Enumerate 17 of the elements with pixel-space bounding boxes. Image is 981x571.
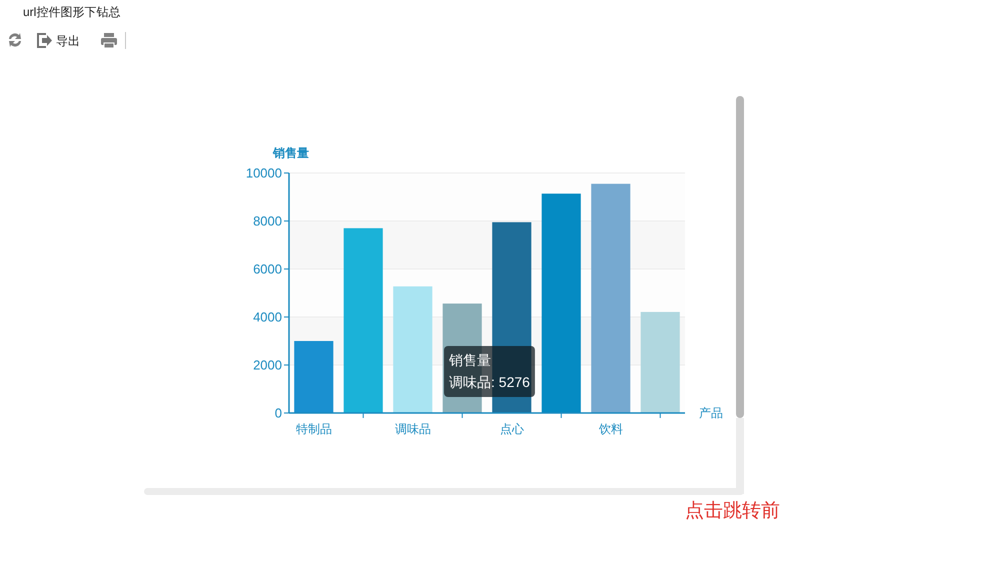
y-tick-label: 10000 — [246, 166, 282, 180]
annotation: 点击跳转前 — [685, 500, 780, 522]
x-tick-label: 特制品 — [296, 422, 332, 436]
y-tick-label: 8000 — [253, 214, 282, 228]
x-tick-label: 饮料 — [598, 422, 623, 436]
annotation: 销售量 — [449, 352, 491, 368]
x-tick-label: 点心 — [500, 422, 524, 436]
y-tick-label: 2000 — [253, 358, 282, 372]
x-tick-label: 调味品 — [394, 422, 431, 436]
y-tick-label: 0 — [274, 406, 282, 420]
xlabel: 产品 — [699, 406, 723, 420]
ylabel: 销售量 — [273, 146, 309, 160]
title: url控件图形下钻总 — [23, 5, 120, 19]
annotation: 导出 — [56, 34, 80, 48]
y-tick-label: 6000 — [253, 262, 282, 276]
annotation: 调味品: 5276 — [449, 374, 530, 390]
y-tick-label: 4000 — [253, 310, 282, 324]
